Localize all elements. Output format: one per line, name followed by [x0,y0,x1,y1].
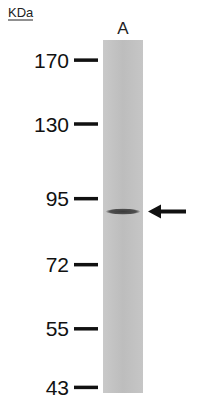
tick-label: 72 [46,253,69,276]
tick-label: 55 [46,317,69,340]
tick-mark [74,122,98,126]
lane-label: A [117,19,129,38]
tick-mark [74,263,98,267]
axis-label: KDa [8,5,34,20]
tick-mark [74,58,98,62]
tick-mark [74,327,98,331]
tick-label: 43 [46,376,69,399]
tick-label: 170 [34,49,69,72]
tick-mark [74,386,98,390]
underline [8,20,33,21]
figure: KDa 43 55 72 95 130 170 A [0,0,198,400]
arrow [148,205,186,219]
tick-label: 95 [46,187,69,210]
gel-lane [103,40,143,393]
band [105,208,140,214]
tick-mark [74,197,98,201]
tick-label: 130 [34,113,69,136]
bands [105,208,140,214]
